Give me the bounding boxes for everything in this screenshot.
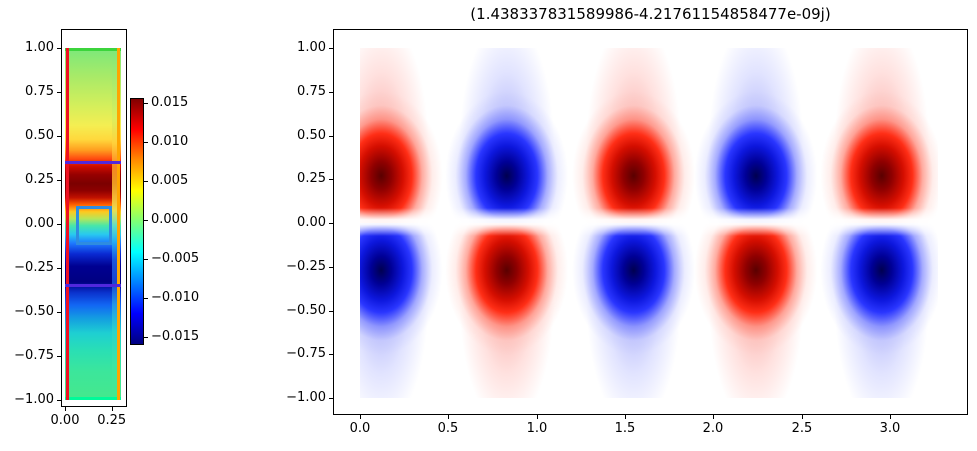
right-y-tick-label: −1.00 bbox=[286, 390, 326, 405]
left-boundary-line bbox=[65, 48, 69, 400]
right-x-tick-mark bbox=[360, 415, 361, 419]
right-y-tick-label: 0.75 bbox=[297, 83, 326, 99]
right-y-tick-label: 0.00 bbox=[297, 215, 326, 230]
positive-lobe bbox=[818, 48, 938, 223]
left-y-tick-label: −0.75 bbox=[14, 348, 54, 363]
left-y-tick-mark bbox=[57, 48, 61, 49]
right-y-tick-label: 0.25 bbox=[297, 171, 326, 187]
colorbar-tick-label: −0.015 bbox=[151, 329, 200, 344]
right-y-tick-mark bbox=[329, 48, 333, 49]
negative-lobe bbox=[818, 223, 938, 398]
left-x-tick-mark bbox=[111, 407, 113, 411]
colorbar-tick-mark bbox=[144, 298, 148, 299]
right-y-tick-mark bbox=[329, 135, 333, 137]
right-y-tick-label: −0.25 bbox=[286, 258, 326, 274]
negative-lobe bbox=[360, 223, 444, 398]
right-x-tick-label: 2.5 bbox=[791, 421, 813, 436]
right-x-tick-label: 0.5 bbox=[437, 421, 459, 436]
right-y-tick-label: 0.50 bbox=[297, 127, 326, 143]
negative-lobe bbox=[570, 223, 695, 398]
colorbar bbox=[130, 98, 144, 345]
interface-line-lower bbox=[65, 284, 121, 288]
left-y-tick-label: 0.75 bbox=[25, 84, 54, 99]
positive-lobe bbox=[570, 48, 695, 223]
colorbar-tick-label: 0.010 bbox=[151, 134, 189, 149]
left-y-tick-label: 1.00 bbox=[25, 40, 54, 55]
wave-row-bottom bbox=[360, 223, 938, 398]
positive-lobe bbox=[694, 223, 819, 398]
right-x-tick-label: 1.5 bbox=[614, 421, 636, 436]
wave-row-top bbox=[360, 48, 938, 223]
right-y-tick-mark bbox=[329, 354, 333, 356]
right-y-tick-mark bbox=[329, 179, 333, 181]
left-heatmap bbox=[65, 48, 121, 400]
left-x-tick-mark bbox=[65, 407, 66, 411]
figure-title: (1.438337831589986-4.21761154858477e-09j… bbox=[470, 5, 831, 23]
right-heatmap bbox=[360, 48, 938, 398]
negative-lobe bbox=[443, 48, 571, 223]
bottom-boundary-line bbox=[65, 397, 121, 400]
left-y-tick-mark bbox=[57, 356, 61, 357]
right-y-tick-mark bbox=[329, 91, 333, 93]
negative-lobe bbox=[694, 48, 819, 223]
left-y-tick-mark bbox=[57, 180, 61, 181]
left-y-tick-label: −1.00 bbox=[14, 392, 54, 407]
right-boundary-line bbox=[117, 48, 121, 400]
right-x-tick-label: 2.0 bbox=[702, 421, 724, 436]
colorbar-tick-mark bbox=[144, 259, 148, 260]
left-x-tick-label: 0.25 bbox=[97, 413, 127, 428]
colorbar-tick-label: 0.015 bbox=[151, 95, 189, 110]
right-x-tick-mark bbox=[448, 415, 449, 419]
right-x-tick-mark bbox=[890, 415, 891, 419]
left-y-tick-label: −0.50 bbox=[14, 304, 54, 319]
right-x-tick-mark bbox=[537, 415, 538, 419]
left-y-tick-mark bbox=[57, 400, 61, 401]
colorbar-tick-mark bbox=[144, 337, 148, 338]
colorbar-tick-label: 0.000 bbox=[151, 212, 189, 227]
right-y-tick-mark bbox=[329, 223, 333, 224]
right-y-tick-label: 1.00 bbox=[297, 40, 326, 55]
colorbar-tick-mark bbox=[144, 103, 148, 104]
right-y-tick-mark bbox=[329, 266, 333, 268]
colorbar-tick-mark bbox=[144, 142, 148, 143]
left-y-tick-mark bbox=[57, 92, 61, 93]
right-y-tick-label: −0.75 bbox=[286, 346, 326, 362]
left-y-tick-label: 0.50 bbox=[25, 128, 54, 143]
left-y-tick-mark bbox=[57, 268, 61, 269]
probe-rectangle bbox=[76, 206, 112, 246]
positive-lobe bbox=[443, 223, 571, 398]
left-y-tick-mark bbox=[57, 312, 61, 313]
colorbar-tick-mark bbox=[144, 181, 148, 182]
left-y-tick-mark bbox=[57, 136, 61, 137]
right-x-tick-label: 0.0 bbox=[349, 421, 371, 436]
interface-line-upper bbox=[65, 160, 121, 164]
right-y-tick-label: −0.50 bbox=[286, 302, 326, 318]
right-y-tick-mark bbox=[329, 398, 333, 399]
right-y-tick-mark bbox=[329, 310, 333, 312]
top-boundary-line bbox=[65, 48, 121, 51]
positive-lobe bbox=[360, 48, 444, 223]
left-y-tick-mark bbox=[57, 224, 61, 225]
right-x-tick-label: 1.0 bbox=[526, 421, 548, 436]
left-heatmap-edge-gradient bbox=[112, 48, 117, 400]
right-x-tick-mark bbox=[802, 415, 803, 419]
colorbar-tick-label: −0.005 bbox=[151, 251, 200, 266]
left-y-tick-label: 0.00 bbox=[25, 216, 54, 231]
colorbar-tick-mark bbox=[144, 220, 148, 221]
colorbar-tick-label: −0.010 bbox=[151, 290, 200, 305]
left-x-tick-label: 0.00 bbox=[50, 413, 80, 428]
left-y-tick-label: −0.25 bbox=[14, 260, 54, 275]
left-y-tick-label: 0.25 bbox=[25, 172, 54, 187]
colorbar-tick-label: 0.005 bbox=[151, 173, 189, 188]
right-x-tick-mark bbox=[713, 415, 714, 419]
right-x-tick-label: 3.0 bbox=[879, 421, 901, 436]
right-x-tick-mark bbox=[625, 415, 626, 419]
